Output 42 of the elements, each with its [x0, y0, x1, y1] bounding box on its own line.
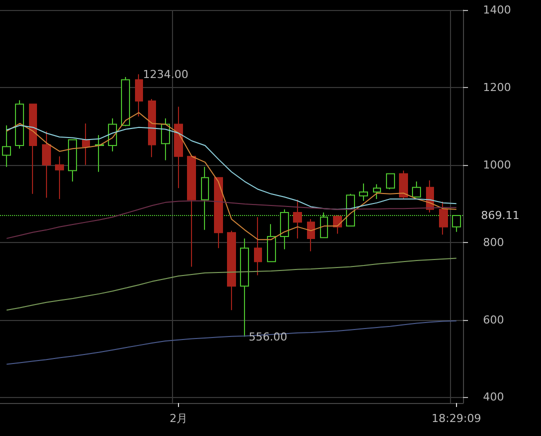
- candlestick: [214, 177, 223, 249]
- candlestick: [293, 199, 302, 239]
- candlestick: [439, 201, 448, 236]
- candlestick: [121, 76, 130, 127]
- candlestick: [55, 156, 64, 200]
- line-series: [6, 320, 457, 365]
- y-tick-label: 400: [483, 390, 504, 404]
- candlestick: [187, 154, 196, 268]
- line-series: [6, 258, 457, 311]
- x-tick-label: 18:29:09: [432, 412, 482, 425]
- candlestick: [148, 98, 156, 158]
- candlestick: [227, 230, 236, 311]
- ref-line-label: 869.11: [481, 209, 520, 222]
- line-series: [6, 112, 457, 240]
- candlestick: [42, 130, 51, 198]
- candlestick: [254, 216, 262, 276]
- candlestick: [240, 238, 249, 338]
- candlestick: [68, 139, 77, 182]
- candlestick: [161, 118, 170, 161]
- candlestick: [399, 170, 408, 200]
- annotation: 1234.00: [142, 68, 188, 81]
- y-tick-label: 600: [483, 313, 504, 326]
- candlestick: [95, 134, 104, 172]
- y-tick-label: 1400: [483, 4, 511, 16]
- candlestick: [373, 184, 381, 200]
- candlestick: [15, 100, 24, 150]
- y-tick-label: 1200: [483, 80, 511, 94]
- candlestick: [386, 173, 395, 190]
- candlestick: [2, 124, 11, 168]
- line-series: [6, 200, 457, 239]
- x-tick-label: 2月: [170, 412, 188, 425]
- candlestick: [29, 104, 37, 194]
- candlestick: [135, 74, 143, 117]
- y-tick-label: 800: [483, 236, 504, 249]
- candlestick: [307, 218, 315, 252]
- candlestick: [174, 106, 183, 189]
- candlestick: [359, 182, 368, 202]
- line-series: [6, 124, 457, 210]
- candlestick: [82, 122, 90, 166]
- candlestick: [412, 181, 421, 198]
- y-tick-label: 1000: [483, 158, 511, 172]
- candlestick: [267, 224, 276, 262]
